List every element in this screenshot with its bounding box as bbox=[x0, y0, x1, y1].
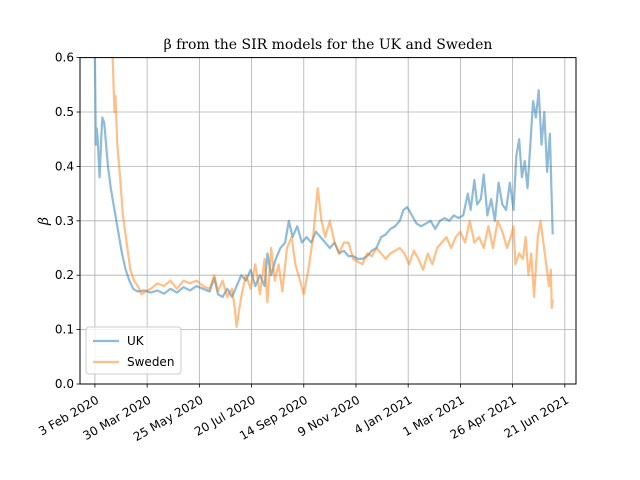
legend-label-uk: UK bbox=[127, 334, 145, 348]
y-axis-label: β bbox=[36, 217, 52, 226]
y-tick-label: 0.3 bbox=[55, 214, 74, 228]
y-tick-label: 0.2 bbox=[55, 268, 74, 282]
series-layer bbox=[93, 57, 554, 328]
y-tick-label: 0.1 bbox=[55, 323, 74, 337]
y-tick-label: 0.0 bbox=[55, 377, 74, 391]
y-tick-label: 0.5 bbox=[55, 105, 74, 119]
legend-label-sweden: Sweden bbox=[127, 355, 174, 369]
chart-title: β from the SIR models for the UK and Swe… bbox=[164, 37, 493, 53]
series-line-sweden bbox=[111, 57, 554, 328]
legend: UK Sweden bbox=[85, 326, 182, 375]
y-tick-label: 0.4 bbox=[55, 159, 74, 173]
y-axis: 0.0 0.1 0.2 0.3 0.4 0.5 0.6 bbox=[55, 51, 80, 391]
y-tick-label: 0.6 bbox=[55, 51, 74, 65]
